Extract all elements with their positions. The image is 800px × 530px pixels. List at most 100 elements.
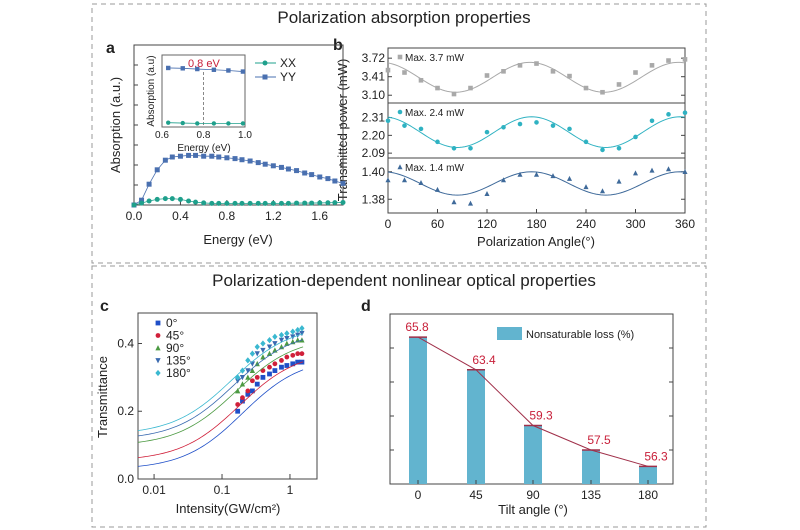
a-point-xx — [139, 200, 145, 206]
a-inset-point-yy — [166, 65, 171, 71]
c-data-point — [272, 361, 278, 367]
c-data-point — [254, 351, 260, 357]
d-xtick-label: 180 — [638, 488, 658, 502]
a-ylabel: Absorption (a.u.) — [108, 77, 123, 173]
c-data-point — [239, 367, 246, 374]
b-ytick-label: 2.20 — [362, 128, 386, 142]
a-point-yy — [255, 160, 261, 166]
b-data-point — [418, 126, 424, 132]
c-data-point — [260, 374, 266, 380]
b-data-point — [633, 134, 638, 140]
c-data-point — [254, 381, 260, 387]
a-inset-line-yy — [168, 67, 243, 72]
a-inset-point-yy — [226, 68, 231, 73]
b-data-point — [468, 145, 473, 151]
c-legend-label: 90° — [166, 341, 184, 355]
c-data-point — [245, 357, 251, 364]
c-data-point — [235, 378, 241, 384]
c-legend-marker — [155, 320, 161, 326]
b-data-point — [451, 145, 457, 151]
c-data-point — [260, 340, 266, 347]
b-data-point — [583, 184, 589, 190]
c-data-point — [299, 351, 305, 357]
a-point-yy — [262, 161, 268, 167]
b-data-point — [401, 177, 408, 183]
b-xtick-label: 0 — [385, 217, 392, 231]
b-data-point — [550, 123, 556, 128]
b-xtick-label: 60 — [431, 217, 445, 231]
c-data-point — [278, 331, 285, 339]
a-point-xx — [325, 200, 331, 206]
a-point-xx — [177, 196, 183, 202]
a-inset-xtick-label: 0.6 — [155, 130, 169, 141]
a-point-xx — [232, 200, 238, 206]
c-data-point — [278, 337, 285, 343]
b-data-point — [567, 73, 572, 79]
d-trend-line — [417, 336, 649, 467]
b-legend-marker — [397, 109, 403, 115]
a-point-xx — [340, 199, 346, 205]
b-data-point — [633, 70, 638, 75]
d-bar — [467, 369, 485, 484]
b-data-point — [666, 58, 671, 63]
a-point-yy — [216, 154, 222, 160]
b-xtick-label: 240 — [576, 217, 596, 231]
c-axes-frame — [137, 312, 318, 480]
a-point-yy — [302, 170, 308, 176]
b-data-point — [534, 120, 539, 125]
d-bar — [639, 466, 657, 484]
a-inset-point-xx — [226, 121, 231, 126]
a-inset-point-yy — [211, 67, 217, 72]
b-data-point — [649, 63, 655, 68]
a-xlabel: Energy (eV) — [203, 232, 272, 247]
a-point-xx — [332, 200, 338, 206]
b-ytick-label: 3.41 — [362, 70, 386, 84]
a-point-yy — [162, 157, 168, 163]
c-data-point — [272, 333, 278, 340]
c-data-point — [284, 354, 290, 360]
a-xtick-label: 1.2 — [265, 209, 282, 223]
b-data-point — [649, 167, 655, 173]
b-data-point — [649, 118, 655, 124]
c-data-point — [295, 326, 301, 334]
c-data-point — [272, 368, 278, 373]
a-point-xx — [317, 200, 323, 206]
c-ytick-label: 0.0 — [117, 472, 134, 486]
b-data-point — [517, 171, 523, 177]
b-data-point — [682, 57, 688, 62]
a-legend-label-yy: YY — [280, 70, 296, 84]
c-ylabel: Transmittance — [95, 356, 110, 438]
a-point-xx — [216, 200, 222, 206]
a-xtick-label: 0.0 — [126, 209, 143, 223]
b-data-point — [583, 139, 589, 145]
c-data-point — [249, 361, 256, 367]
c-data-point — [290, 328, 296, 335]
a-point-xx — [278, 200, 284, 206]
b-data-point — [484, 129, 490, 135]
c-data-point — [260, 347, 266, 354]
a-xtick-label: 0.4 — [172, 209, 189, 223]
b-data-point — [467, 200, 474, 206]
c-data-point — [266, 344, 273, 350]
a-point-yy — [309, 172, 315, 178]
c-data-point — [249, 388, 255, 394]
b-ytick-label: 1.40 — [362, 165, 386, 179]
b-data-point — [600, 147, 605, 153]
c-data-point — [290, 352, 296, 358]
a-point-yy — [270, 163, 276, 169]
d-xtick-label: 90 — [526, 488, 540, 502]
d-data-label: 57.5 — [587, 433, 611, 447]
c-data-point — [284, 330, 290, 337]
c-data-point — [284, 363, 290, 368]
a-point-yy — [294, 168, 300, 174]
a-inset-point-xx — [211, 121, 217, 126]
c-legend-label: 135° — [166, 354, 191, 368]
b-data-point — [550, 69, 556, 74]
d-xtick-label: 135 — [581, 488, 601, 502]
b-data-point — [501, 124, 506, 130]
a-point-yy — [325, 176, 331, 182]
c-data-point — [245, 391, 251, 397]
a-inset-point-xx — [195, 121, 200, 126]
a-point-xx — [169, 196, 175, 202]
